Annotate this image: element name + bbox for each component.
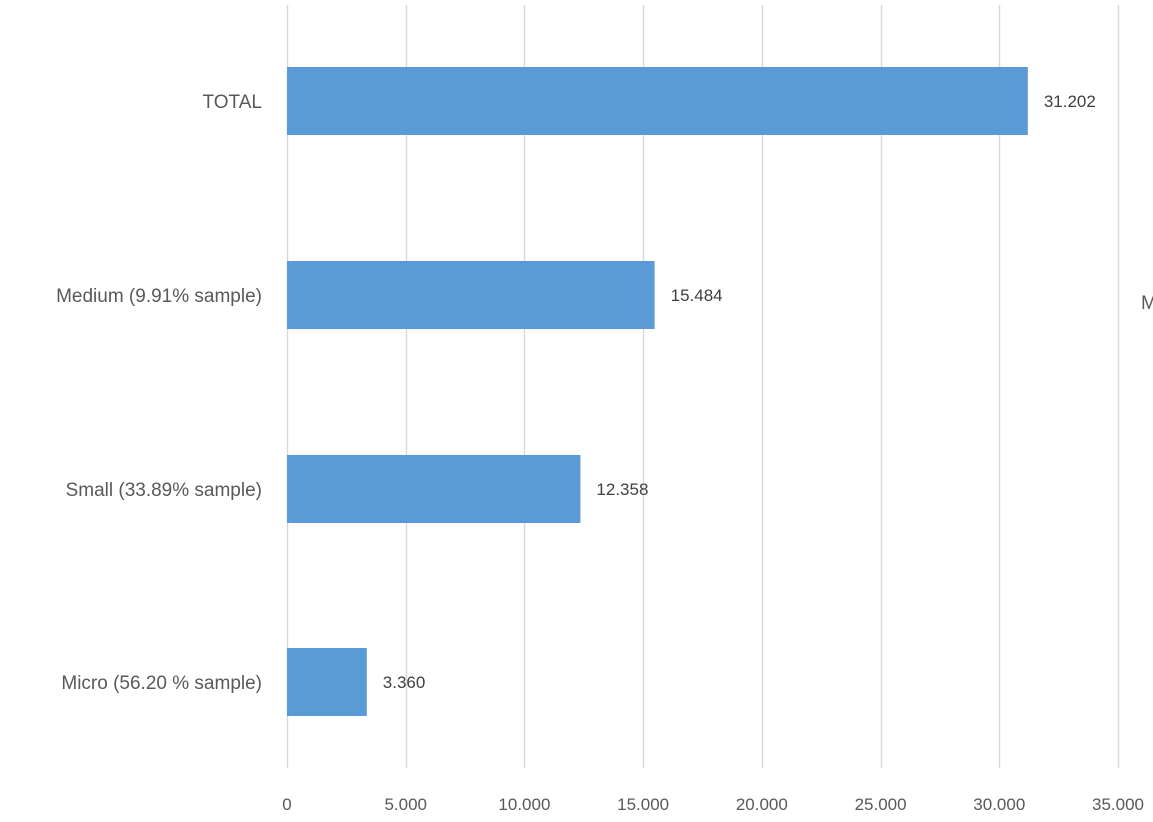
bar — [287, 261, 655, 329]
category-label: TOTAL — [203, 92, 262, 113]
bar — [287, 648, 367, 716]
labels: 0 5.000 10.000 15.000 20.000 25.000 30.000 35.0… — [56, 92, 1153, 814]
category-label: Medium (9.91% sample) — [56, 286, 262, 307]
x-tick-label: 10.000 — [498, 795, 550, 814]
x-tick-label: 5.000 — [384, 795, 427, 814]
x-tick-label: 35.000 — [1092, 795, 1144, 814]
bars — [287, 67, 1028, 716]
x-tick-label: 15.000 — [617, 795, 669, 814]
category-label: Micro (56.20 % sample) — [61, 673, 262, 694]
data-label: 31.202 — [1044, 92, 1096, 111]
category-label: Small (33.89% sample) — [66, 480, 262, 501]
data-label: 12.358 — [596, 480, 648, 499]
x-tick-label: 0 — [282, 795, 291, 814]
bar — [287, 455, 581, 523]
clipped-edge-label: M — [1141, 293, 1153, 314]
x-tick-label: 30.000 — [973, 795, 1025, 814]
x-tick-label: 25.000 — [855, 795, 907, 814]
data-label: 15.484 — [671, 286, 723, 305]
data-label: 3.360 — [383, 673, 426, 692]
x-tick-label: 20.000 — [736, 795, 788, 814]
bar — [287, 67, 1028, 135]
